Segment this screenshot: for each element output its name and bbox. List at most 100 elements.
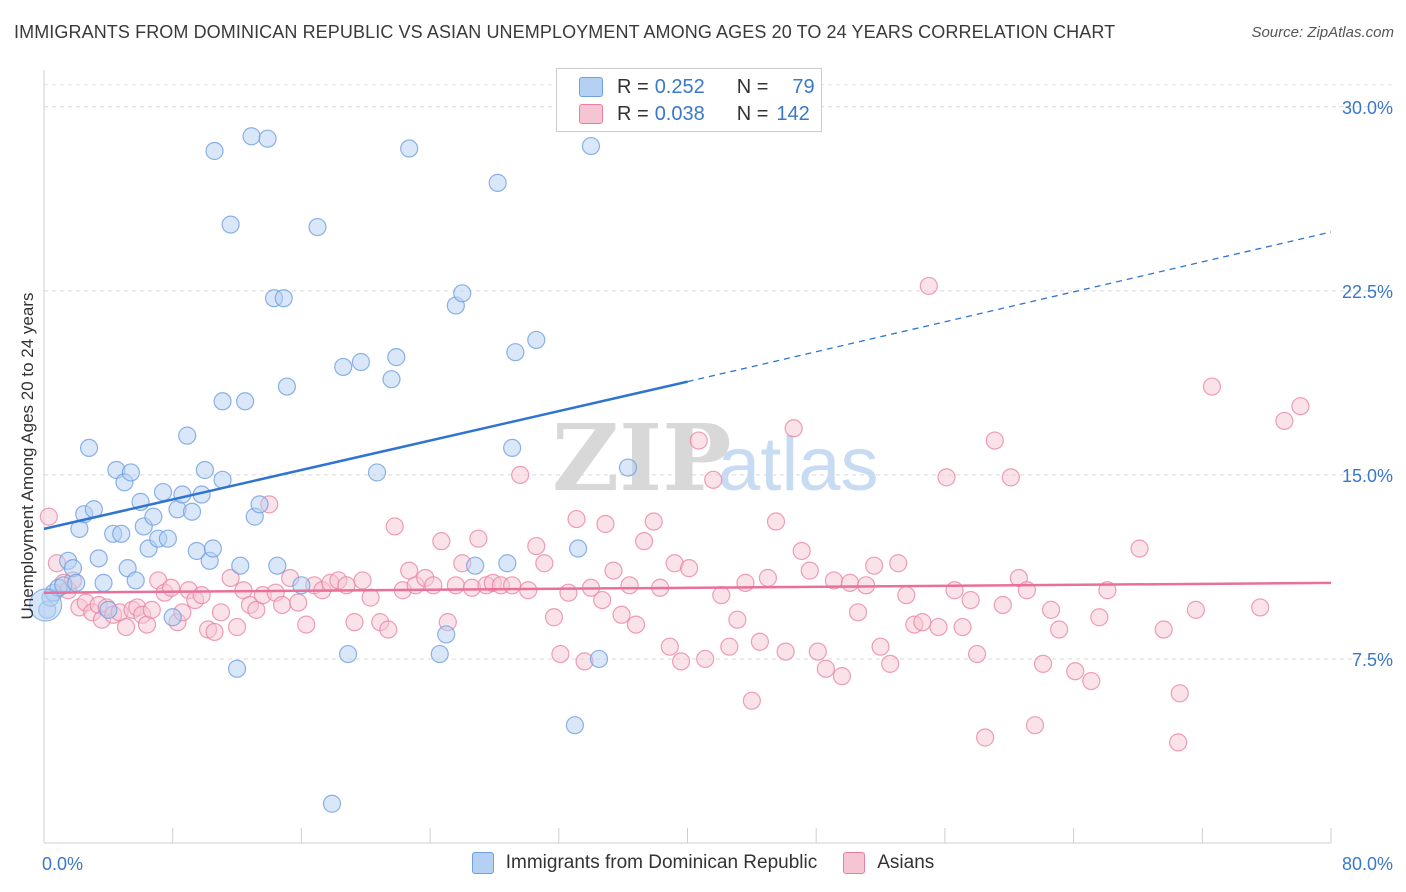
series-asians bbox=[39, 276, 1310, 752]
data-point-dominican bbox=[466, 556, 485, 575]
data-point-asians bbox=[993, 595, 1012, 615]
data-point-dominican bbox=[99, 600, 118, 619]
data-point-dominican bbox=[506, 343, 525, 362]
data-point-asians bbox=[660, 637, 679, 656]
data-point-dominican bbox=[387, 348, 406, 367]
data-point-asians bbox=[620, 576, 639, 595]
data-point-asians bbox=[535, 554, 554, 573]
data-point-asians bbox=[142, 600, 161, 619]
legend-swatch-pink bbox=[843, 852, 866, 874]
data-point-asians bbox=[808, 642, 827, 661]
trend-line-dominican bbox=[43, 380, 688, 531]
data-point-dominican bbox=[89, 549, 108, 568]
data-point-dominican bbox=[400, 139, 419, 158]
data-point-asians bbox=[511, 465, 530, 485]
watermark-zip: ZIP bbox=[552, 404, 731, 512]
data-point-asians bbox=[1291, 397, 1310, 416]
data-point-dominican bbox=[126, 571, 145, 590]
data-point-dominican bbox=[498, 554, 517, 573]
data-point-dominican bbox=[527, 330, 546, 350]
n-label: N = bbox=[736, 75, 769, 98]
data-point-dominican bbox=[308, 217, 327, 237]
series-dominican bbox=[29, 127, 638, 813]
data-point-asians bbox=[1050, 620, 1069, 639]
data-point-asians bbox=[1130, 539, 1149, 558]
data-point-asians bbox=[39, 507, 58, 526]
data-point-dominican bbox=[67, 573, 86, 592]
data-point-asians bbox=[784, 419, 803, 438]
data-point-asians bbox=[353, 571, 372, 590]
legend-label: Immigrants from Dominican Republic bbox=[505, 852, 818, 873]
data-point-asians bbox=[1170, 684, 1189, 703]
data-point-asians bbox=[750, 632, 769, 651]
data-point-asians bbox=[913, 613, 932, 632]
watermark: ZIP atlas bbox=[552, 404, 879, 512]
data-point-asians bbox=[720, 637, 739, 656]
data-point-asians bbox=[192, 586, 211, 605]
y-tick-label: 7.5% bbox=[1352, 650, 1393, 670]
data-point-dominican bbox=[178, 426, 197, 445]
data-point-dominican bbox=[618, 458, 638, 477]
data-point-dominican-cluster bbox=[29, 588, 63, 622]
data-point-asians bbox=[881, 654, 900, 673]
data-point-asians bbox=[626, 615, 646, 634]
data-point-asians bbox=[792, 541, 811, 561]
data-point-asians bbox=[424, 576, 443, 595]
data-point-dominican bbox=[277, 377, 297, 396]
data-point-asians bbox=[742, 691, 761, 710]
data-point-dominican bbox=[503, 438, 522, 458]
data-point-asians bbox=[929, 617, 948, 637]
data-point-dominican bbox=[569, 539, 588, 558]
data-point-asians bbox=[1169, 733, 1188, 752]
swatch-pink bbox=[579, 104, 603, 124]
data-point-asians bbox=[816, 659, 835, 678]
data-point-asians bbox=[432, 532, 451, 551]
data-point-asians bbox=[689, 431, 708, 450]
data-point-dominican bbox=[488, 173, 507, 192]
data-point-asians bbox=[527, 536, 546, 556]
tick-labels: 7.5% 15.0% 22.5% 30.0% 0.0% 80.0% bbox=[42, 98, 1393, 874]
data-point-asians bbox=[1202, 377, 1222, 396]
legend-item-dominican[interactable]: Immigrants from Dominican Republic bbox=[471, 852, 818, 874]
data-point-asians bbox=[766, 512, 786, 531]
data-point-asians bbox=[567, 509, 586, 529]
data-point-asians bbox=[1025, 716, 1045, 735]
data-point-asians bbox=[776, 642, 795, 661]
data-point-asians bbox=[736, 573, 755, 592]
data-point-asians bbox=[205, 622, 224, 642]
data-point-dominican bbox=[213, 392, 232, 411]
y-tick-label: 22.5% bbox=[1342, 282, 1393, 302]
data-point-dominican bbox=[242, 127, 261, 146]
data-point-asians bbox=[612, 605, 631, 624]
n-value: 79 bbox=[792, 75, 815, 98]
data-point-asians bbox=[1090, 608, 1109, 627]
data-point-dominican bbox=[163, 608, 182, 627]
data-point-asians bbox=[551, 644, 570, 664]
data-point-asians bbox=[345, 613, 364, 632]
data-point-asians bbox=[297, 615, 316, 634]
data-point-asians bbox=[953, 617, 972, 637]
data-point-dominican bbox=[94, 573, 113, 592]
r-value: 0.252 bbox=[654, 75, 705, 98]
legend-item-asians[interactable]: Asians bbox=[843, 852, 934, 874]
axes bbox=[43, 70, 1332, 844]
data-point-dominican bbox=[581, 136, 601, 156]
data-point-asians bbox=[604, 561, 623, 580]
source-label: Source: ZipAtlas.com bbox=[1251, 24, 1394, 41]
data-point-asians bbox=[1275, 411, 1294, 431]
data-point-asians bbox=[961, 590, 980, 610]
data-point-asians bbox=[1251, 598, 1270, 617]
data-point-asians bbox=[1066, 662, 1085, 681]
swatch-blue bbox=[579, 77, 603, 97]
data-point-dominican bbox=[231, 556, 250, 575]
data-point-asians bbox=[446, 576, 465, 595]
data-point-asians bbox=[385, 517, 404, 536]
data-point-asians bbox=[544, 608, 564, 627]
r-value: 0.038 bbox=[654, 102, 705, 125]
data-point-asians bbox=[1154, 620, 1173, 639]
data-point-dominican bbox=[195, 460, 214, 480]
data-point-dominican bbox=[221, 215, 240, 234]
data-point-asians bbox=[704, 470, 723, 489]
data-point-dominican bbox=[367, 463, 387, 482]
